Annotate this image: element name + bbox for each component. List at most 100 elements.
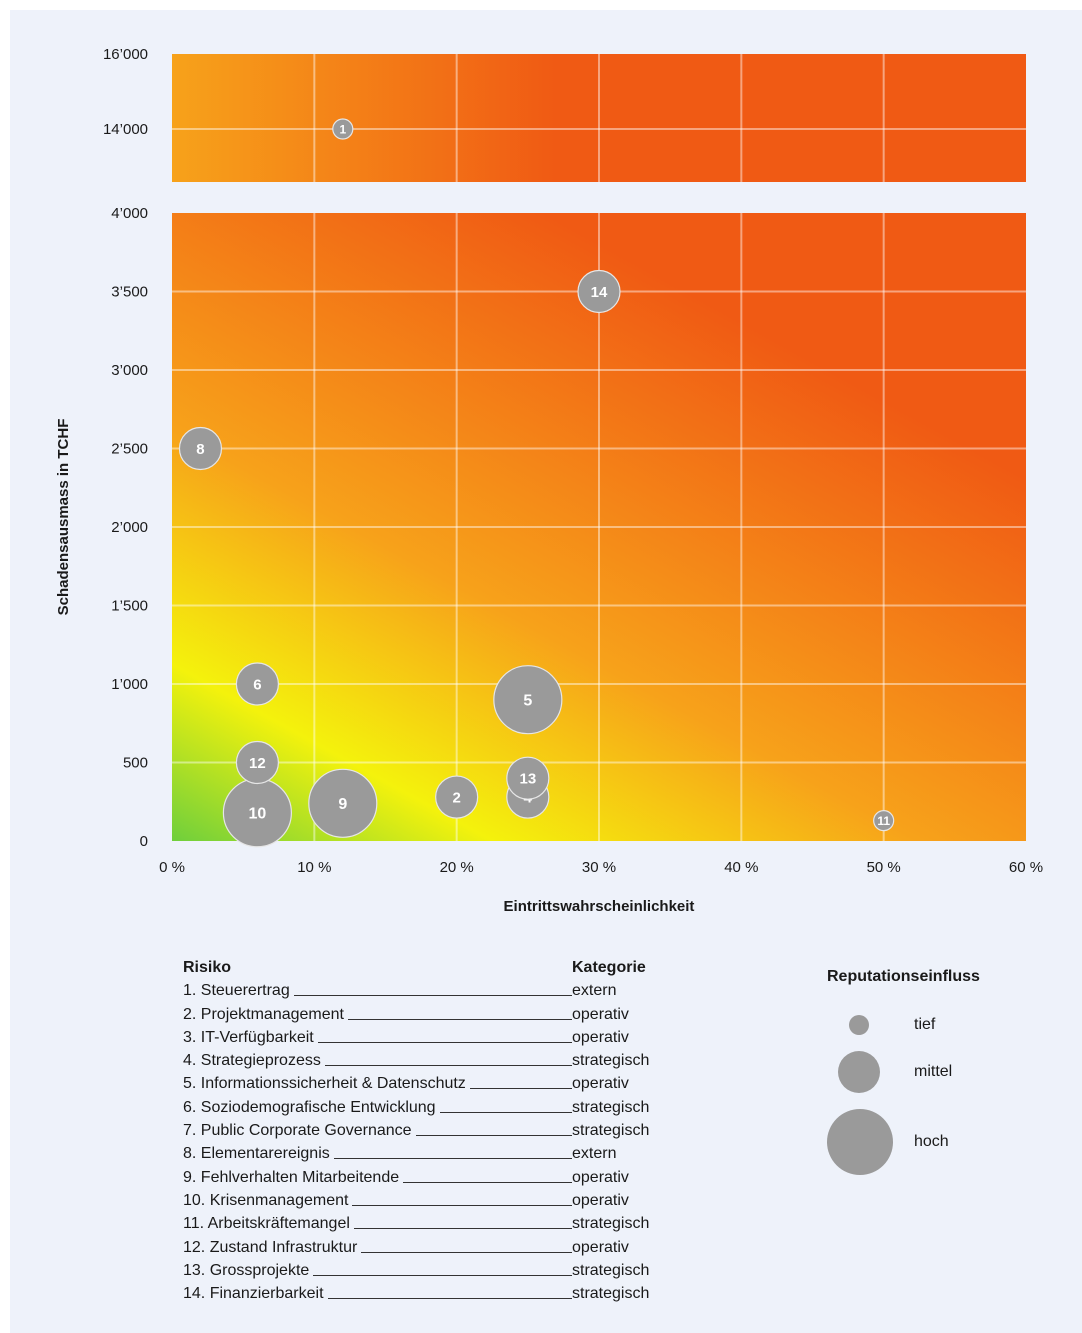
- x-tick-label: 60 %: [1009, 859, 1043, 876]
- risk-label-cell: 5. Informationssicherheit & Datenschutz: [183, 1075, 572, 1093]
- risk-label-cell: 9. Fehlverhalten Mitarbeitende: [183, 1169, 572, 1187]
- size-legend-dot-hoch: [827, 1109, 893, 1175]
- risk-category: operativ: [572, 1028, 629, 1046]
- leader-line: [469, 1088, 572, 1090]
- x-tick-label: 20 %: [440, 859, 474, 876]
- chart-panel: 0 500 1’000 1’500 2’000 2’500 3’000 3’500 4’000 1…: [10, 10, 1082, 1333]
- plot-area-lower: [172, 213, 1026, 841]
- bubble-label: 2: [452, 789, 460, 806]
- risk-label-cell: 11. Arbeitskräftemangel: [183, 1215, 572, 1233]
- bubble-label: 5: [523, 692, 532, 709]
- bubble-6: [235, 662, 279, 706]
- risk-name: 14. Finanzierbarkeit: [183, 1285, 324, 1303]
- size-legend-title: Reputationseinfluss: [827, 968, 980, 985]
- risk-row: 6. Soziodemografische Entwicklung strateg…: [183, 1093, 683, 1116]
- x-tick-label: 40 %: [724, 859, 758, 876]
- risk-name: 10. Krisenmanagement: [183, 1191, 349, 1209]
- size-legend-label-tief: tief: [914, 1016, 936, 1033]
- risk-name: 4. Strategieprozess: [183, 1052, 321, 1070]
- risk-row: 4. Strategieprozess strategisch: [183, 1047, 683, 1070]
- risk-label-cell: 10. Krisenmanagement: [183, 1192, 572, 1210]
- risk-row: 10. Krisenmanagement operativ: [183, 1187, 683, 1210]
- risk-label-cell: 7. Public Corporate Governance: [183, 1122, 572, 1140]
- risk-category: strategisch: [572, 1098, 650, 1116]
- bubble-label: 6: [253, 676, 261, 693]
- bubble-8: [178, 426, 223, 471]
- bubble-label: 11: [877, 814, 890, 828]
- size-legend-dot-tief: [849, 1015, 869, 1035]
- risk-row: 8. Elementarereignis extern: [183, 1140, 683, 1163]
- bubble-9: [308, 768, 378, 838]
- leader-line: [317, 1041, 572, 1043]
- size-legend-label-hoch: hoch: [914, 1133, 949, 1150]
- x-axis-title: Eintrittswahrscheinlichkeit: [504, 898, 695, 915]
- risk-row: 9. Fehlverhalten Mitarbeitende operativ: [183, 1163, 683, 1186]
- leader-line: [327, 1298, 572, 1300]
- y-tick-label: 2’500: [111, 441, 148, 458]
- risk-category: operativ: [572, 1005, 629, 1023]
- bubble-label: 1: [339, 122, 346, 136]
- bubble-label: 12: [249, 755, 266, 772]
- risk-rows: 1. Steuerertrag extern 2. Projektmanagemen…: [183, 977, 683, 1303]
- bubble-label: 14: [591, 284, 608, 301]
- risk-legend-table: Risiko Kategorie 1. Steuerertrag extern 2.…: [183, 955, 683, 1303]
- risk-category: extern: [572, 982, 617, 1000]
- bubble-label: 13: [519, 771, 536, 788]
- risk-category: operativ: [572, 1238, 629, 1256]
- risk-name: 1. Steuerertrag: [183, 982, 290, 1000]
- risk-row: 14. Finanzierbarkeit strategisch: [183, 1280, 683, 1303]
- risk-label-cell: 13. Grossprojekte: [183, 1262, 572, 1280]
- leader-line: [439, 1111, 572, 1113]
- risk-category: strategisch: [572, 1122, 650, 1140]
- leader-line: [333, 1158, 572, 1160]
- risk-row: 3. IT-Verfügbarkeit operativ: [183, 1024, 683, 1047]
- risk-row: 5. Informationssicherheit & Datenschutz o…: [183, 1070, 683, 1093]
- risk-category: extern: [572, 1145, 617, 1163]
- risk-label-cell: 1. Steuerertrag: [183, 982, 572, 1000]
- y-tick-label: 4’000: [111, 205, 148, 222]
- size-legend: Reputationseinfluss tief mittel hoch: [810, 968, 1030, 1188]
- risk-name: 2. Projektmanagement: [183, 1005, 344, 1023]
- leader-line: [352, 1204, 572, 1206]
- risk-label-cell: 14. Finanzierbarkeit: [183, 1285, 572, 1303]
- y-tick-label: 3’500: [111, 284, 148, 301]
- risk-row: 2. Projektmanagement operativ: [183, 1000, 683, 1023]
- leader-line: [313, 1274, 572, 1276]
- risk-category: operativ: [572, 1168, 629, 1186]
- leader-line: [361, 1251, 572, 1253]
- risk-label-cell: 6. Soziodemografische Entwicklung: [183, 1099, 572, 1117]
- risk-category: strategisch: [572, 1052, 650, 1070]
- x-tick-label: 30 %: [582, 859, 616, 876]
- bubble-5: [493, 665, 563, 735]
- y-tick-label: 3’000: [111, 362, 148, 379]
- risk-label-cell: 12. Zustand Infrastruktur: [183, 1239, 572, 1257]
- leader-line: [324, 1065, 572, 1067]
- leader-line: [347, 1018, 572, 1020]
- x-tick-label: 0 %: [159, 859, 185, 876]
- risk-name: 11. Arbeitskräftemangel: [183, 1215, 350, 1233]
- risk-name: 6. Soziodemografische Entwicklung: [183, 1098, 436, 1116]
- risk-row: 7. Public Corporate Governance strategisc…: [183, 1117, 683, 1140]
- risk-category: strategisch: [572, 1215, 650, 1233]
- y-tick-label: 500: [123, 755, 148, 772]
- bubble-chart: 0 500 1’000 1’500 2’000 2’500 3’000 3’500 4’000 1…: [55, 46, 1043, 915]
- y-tick-label: 1’500: [111, 598, 148, 615]
- bubble-label: 10: [249, 806, 267, 823]
- risk-name: 8. Elementarereignis: [183, 1145, 330, 1163]
- risk-header: Risiko: [183, 959, 232, 976]
- y-tick-label: 2’000: [111, 519, 148, 536]
- bubble-1: [332, 118, 354, 140]
- risk-name: 7. Public Corporate Governance: [183, 1122, 412, 1140]
- leader-line: [293, 995, 572, 997]
- y-tick-label: 16’000: [103, 46, 148, 63]
- risk-label-cell: 8. Elementarereignis: [183, 1145, 572, 1163]
- risk-name: 5. Informationssicherheit & Datenschutz: [183, 1075, 466, 1093]
- risk-row: 1. Steuerertrag extern: [183, 977, 683, 1000]
- bubble-label: 8: [196, 441, 204, 458]
- risk-category: strategisch: [572, 1285, 650, 1303]
- bubble-13: [506, 756, 550, 800]
- y-tick-label: 14’000: [103, 121, 148, 138]
- leader-line: [353, 1228, 572, 1230]
- risk-name: 9. Fehlverhalten Mitarbeitende: [183, 1168, 400, 1186]
- size-legend-dot-mittel: [838, 1051, 880, 1093]
